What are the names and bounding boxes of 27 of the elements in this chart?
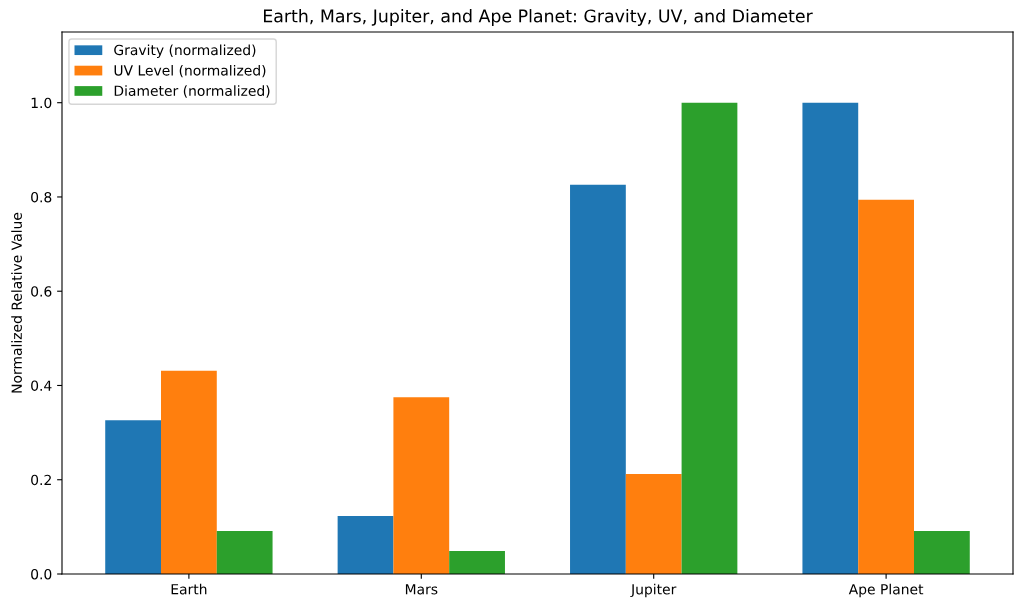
y-tick-label: 0.8 xyxy=(31,191,52,203)
bar xyxy=(105,420,161,574)
bar xyxy=(449,550,505,574)
y-axis-title: Normalized Relative Value xyxy=(11,212,22,393)
bar xyxy=(625,474,682,574)
bar xyxy=(802,102,859,574)
bar xyxy=(858,199,914,574)
bar xyxy=(393,397,450,574)
legend-label: Diameter (normalized) xyxy=(114,85,270,98)
legend-label: Gravity (normalized) xyxy=(114,44,256,58)
bar xyxy=(570,184,626,574)
bar xyxy=(161,370,217,574)
y-tick-label: 0.2 xyxy=(31,474,51,486)
y-tick-label: 0.4 xyxy=(31,380,52,391)
y-tick-label: 0.6 xyxy=(31,286,52,297)
bar xyxy=(914,531,970,574)
chart-title: Earth, Mars, Jupiter, and Ape Planet: Gravity, UV, and Diameter xyxy=(264,9,813,26)
x-tick-label: Jupiter xyxy=(630,583,677,598)
y-tick-label: 1.0 xyxy=(31,97,52,109)
legend-label: UV Level (normalized) xyxy=(114,64,266,78)
x-tick-label: Ape Planet xyxy=(848,583,924,598)
bar xyxy=(681,102,738,574)
bar xyxy=(337,516,394,574)
bar xyxy=(216,531,273,574)
x-tick-label: Mars xyxy=(405,584,438,595)
x-tick-label: Earth xyxy=(171,583,207,595)
y-tick-label: 0.0 xyxy=(31,568,52,580)
